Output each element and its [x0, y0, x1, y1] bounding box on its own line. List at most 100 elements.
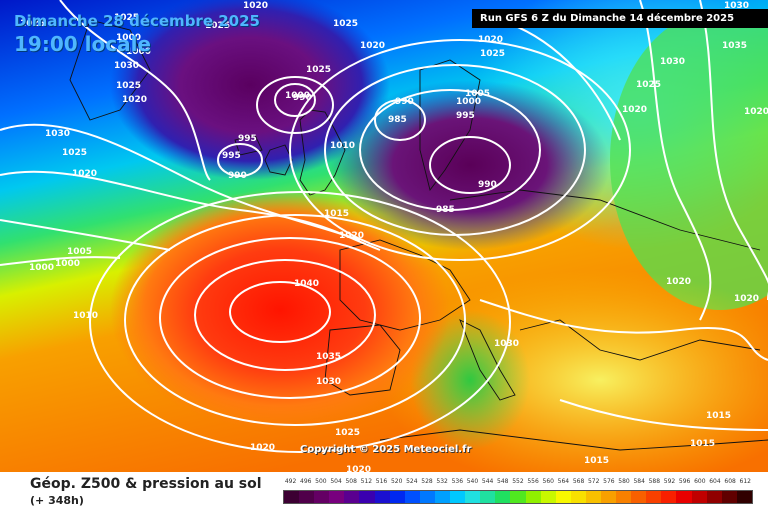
- coastline-uk: [299, 109, 346, 196]
- isobar-label: 1020: [744, 107, 768, 117]
- isobar-line: [124, 214, 466, 426]
- scale-swatch: [736, 491, 752, 503]
- isobar-line: [256, 76, 334, 134]
- isobar-line: [0, 219, 171, 251]
- isobar-label: 1020: [243, 1, 268, 11]
- coastline-greenland: [69, 19, 151, 121]
- isobar-line: [479, 299, 768, 361]
- isobar-label: 1015: [706, 411, 731, 421]
- isobar-label: 1020: [339, 231, 364, 241]
- isobar-label: 985: [388, 115, 407, 125]
- isobar-label: 995: [238, 134, 257, 144]
- isobar-label: 1020: [250, 443, 275, 453]
- coastline-baltic: [449, 189, 761, 251]
- isobar-label: 1020: [478, 35, 503, 45]
- coastline-scandinavia: [419, 59, 481, 192]
- isobar-label: 1020: [622, 105, 647, 115]
- isobar-label: 1020: [360, 41, 385, 51]
- isobar-line: [217, 143, 263, 177]
- isobars: [0, 0, 768, 452]
- isobar-label: 1000: [285, 91, 310, 101]
- coastline-italy: [459, 319, 516, 401]
- isobar-label: 1030: [114, 61, 139, 71]
- scale-label: 564: [557, 478, 570, 485]
- scale-label: 492: [284, 478, 297, 485]
- scale-label: 512: [360, 478, 373, 485]
- isobar-label: 1000: [126, 47, 151, 57]
- isobar-label: 1020: [122, 95, 147, 105]
- scale-label: 608: [724, 478, 736, 485]
- isobar-label: 1035: [722, 41, 747, 51]
- scale-label: 596: [678, 478, 691, 485]
- isobar-label: 1010: [73, 311, 98, 321]
- scale-label: 504: [330, 478, 342, 485]
- legend-title: Géop. Z500 & pression au sol: [30, 476, 262, 492]
- low-pressure-north-atlantic: [110, 0, 390, 180]
- scale-swatch: [495, 491, 511, 503]
- isobar-line: [0, 256, 121, 266]
- isobar-label: 1025: [480, 49, 505, 59]
- scale-label: 520: [390, 478, 403, 485]
- isobar-line: [359, 89, 541, 211]
- isobar-label: 1025: [116, 81, 141, 91]
- coastline-iberia: [324, 324, 401, 396]
- isobar-line: [429, 136, 511, 194]
- isobar-line: [59, 0, 211, 181]
- scale-swatch: [344, 491, 360, 503]
- scale-label: 540: [466, 478, 479, 485]
- isobar-label: 1010: [330, 141, 355, 151]
- isobar-label: 1020: [346, 465, 371, 472]
- isobar-label: 990: [478, 180, 497, 190]
- scale-label: 576: [603, 478, 615, 485]
- scale-label: 584: [633, 478, 645, 485]
- isobar-label: 1030: [660, 57, 685, 67]
- scale-swatch: [359, 491, 375, 503]
- scale-label: 508: [345, 478, 357, 485]
- isobar-label: 985: [436, 205, 455, 215]
- scale-label: 548: [497, 478, 509, 485]
- isobar-label: 1030: [45, 129, 70, 139]
- coastlines: [69, 19, 768, 451]
- color-scale-swatches: [283, 490, 753, 504]
- forecast-time: 19:00 locale: [14, 32, 151, 56]
- scale-label: 600: [694, 478, 706, 485]
- isobar-label: 1015: [690, 439, 715, 449]
- scale-label: 532: [436, 478, 448, 485]
- isobar-label: 995: [222, 151, 241, 161]
- isobar-label: 1040: [294, 279, 319, 289]
- scale-swatch: [299, 491, 315, 503]
- copyright-notice: Copyright © 2025 Meteociel.fr: [300, 444, 472, 455]
- isobar-label: 1025: [20, 19, 45, 29]
- coastline-north-africa: [379, 429, 768, 451]
- isobar-label: 1025: [335, 428, 360, 438]
- scale-swatch: [555, 491, 571, 503]
- isobar-label: 1020: [666, 277, 691, 287]
- color-scale: 492 496 500 504 508 512 516 520 524 528 532 536 540 5…: [283, 478, 753, 508]
- scale-label: 516: [375, 478, 388, 485]
- legend-panel: Géop. Z500 & pression au sol (+ 348h) 49…: [0, 472, 768, 512]
- scale-label: 544: [481, 478, 494, 485]
- isobar-line: [699, 0, 768, 300]
- legend-subtitle: (+ 348h): [30, 494, 84, 507]
- scale-swatch: [600, 491, 617, 503]
- scale-swatch: [284, 491, 300, 503]
- scale-swatch: [706, 491, 722, 503]
- run-info: Run GFS 6 Z du Dimanche 14 décembre 2025: [472, 9, 768, 28]
- isobar-line: [0, 170, 381, 251]
- isobar-line: [274, 83, 316, 117]
- scale-label: 496: [300, 478, 312, 485]
- scale-swatch: [661, 491, 677, 503]
- isobar-label: 1000: [116, 33, 141, 43]
- scale-label: 500: [315, 478, 327, 485]
- isobar-label: 1000: [29, 263, 54, 273]
- isobar-line: [0, 123, 361, 241]
- scale-swatch: [616, 491, 632, 503]
- scale-label: 568: [572, 478, 585, 485]
- scale-label: 536: [451, 478, 464, 485]
- isobar-label: 1035: [316, 352, 341, 362]
- isobar-line: [289, 39, 631, 261]
- isobar-label: 1025: [62, 148, 87, 158]
- isobar-line: [639, 0, 712, 321]
- isobar-label: 1025: [114, 13, 139, 23]
